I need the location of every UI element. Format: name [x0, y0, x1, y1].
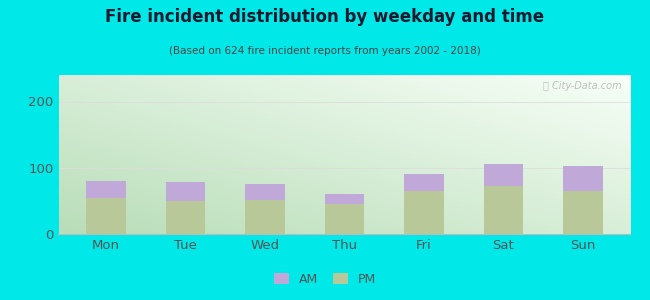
Bar	[86, 181, 126, 198]
Bar	[484, 186, 523, 234]
Bar	[563, 191, 603, 234]
Bar	[324, 194, 365, 204]
Text: Fire incident distribution by weekday and time: Fire incident distribution by weekday an…	[105, 8, 545, 26]
Legend: AM, PM: AM, PM	[268, 268, 382, 291]
Bar	[563, 166, 603, 191]
Bar	[166, 182, 205, 201]
Text: Ⓜ City-Data.com: Ⓜ City-Data.com	[543, 81, 622, 92]
Bar	[404, 191, 444, 234]
Bar	[245, 184, 285, 200]
Bar	[245, 200, 285, 234]
Bar	[484, 164, 523, 186]
Text: (Based on 624 fire incident reports from years 2002 - 2018): (Based on 624 fire incident reports from…	[169, 46, 481, 56]
Bar	[86, 198, 126, 234]
Bar	[166, 201, 205, 234]
Bar	[324, 204, 365, 234]
Bar	[404, 174, 444, 191]
